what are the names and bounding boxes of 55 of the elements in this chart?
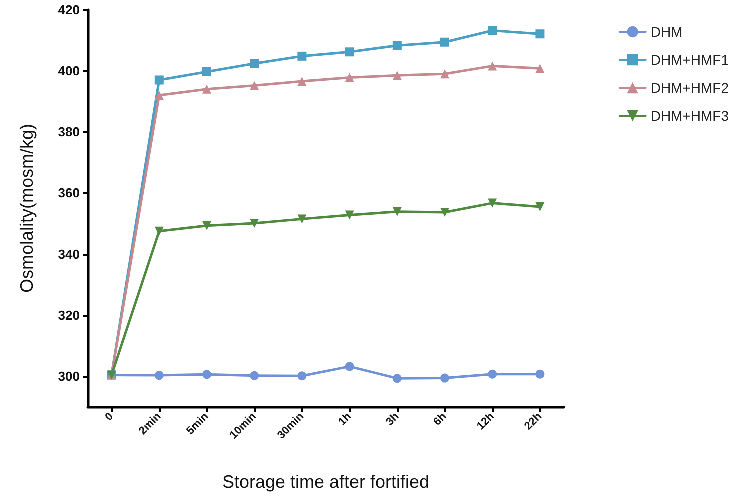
y-tick-label: 300 bbox=[58, 368, 80, 384]
point bbox=[202, 67, 212, 76]
point bbox=[250, 59, 260, 68]
point bbox=[440, 70, 450, 79]
point bbox=[298, 372, 307, 381]
point bbox=[488, 62, 498, 71]
y-tick-label: 360 bbox=[58, 186, 80, 201]
point bbox=[488, 370, 498, 379]
point bbox=[536, 202, 545, 212]
point bbox=[440, 208, 450, 217]
x-tick-label: 6h bbox=[432, 410, 450, 428]
x-tick-label: 0 bbox=[103, 410, 116, 424]
point bbox=[536, 30, 545, 39]
point bbox=[345, 73, 354, 82]
point bbox=[154, 226, 164, 236]
point bbox=[154, 91, 164, 100]
legend-label: DHM+HMF1 bbox=[650, 52, 730, 68]
legend-label: DHM bbox=[650, 24, 683, 40]
x-tick-label: 1h bbox=[336, 410, 354, 428]
point bbox=[154, 371, 164, 380]
point bbox=[298, 52, 307, 61]
point bbox=[488, 26, 498, 36]
point bbox=[298, 76, 307, 86]
point bbox=[154, 76, 164, 85]
y-tick-label: 420 bbox=[58, 2, 80, 18]
y-tick-label: 400 bbox=[58, 64, 80, 79]
point bbox=[250, 371, 260, 380]
point bbox=[536, 370, 545, 379]
point bbox=[440, 38, 450, 47]
point bbox=[298, 214, 307, 224]
point bbox=[392, 71, 402, 80]
point bbox=[392, 207, 402, 216]
point bbox=[440, 374, 450, 383]
point bbox=[250, 81, 260, 90]
point bbox=[250, 218, 260, 228]
point bbox=[202, 221, 212, 230]
point bbox=[202, 370, 212, 380]
x-tick-label: 22h bbox=[522, 410, 545, 433]
point bbox=[345, 362, 354, 372]
x-axis-title: Storage time after fortified bbox=[222, 472, 430, 492]
x-tick-label: 12h bbox=[474, 410, 498, 433]
y-tick-label: 320 bbox=[58, 308, 80, 323]
legend-label: DHM+HMF2 bbox=[650, 80, 730, 96]
point bbox=[392, 374, 402, 384]
point bbox=[345, 48, 354, 57]
y-axis-title: Osmolality(mosm/kg) bbox=[17, 124, 37, 294]
legend-label: DHM+HMF3 bbox=[650, 108, 730, 124]
point bbox=[345, 210, 354, 220]
y-tick-label: 380 bbox=[58, 124, 80, 140]
y-tick-label: 340 bbox=[58, 246, 80, 262]
point bbox=[536, 64, 545, 74]
x-tick-label: 3h bbox=[384, 410, 402, 428]
point bbox=[488, 198, 498, 208]
point bbox=[392, 41, 402, 50]
point bbox=[202, 84, 212, 94]
